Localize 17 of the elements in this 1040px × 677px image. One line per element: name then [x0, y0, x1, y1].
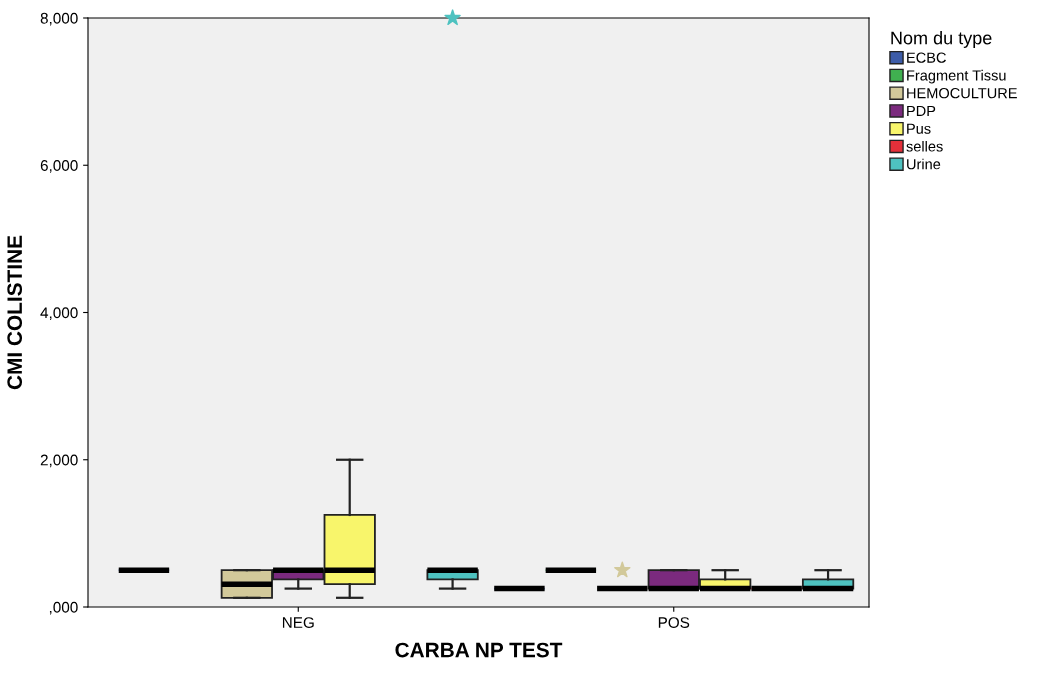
legend-label: ECBC: [907, 52, 946, 63]
y-axis-title: CMI COLISTINE: [7, 235, 23, 390]
y-tick-label: ,000: [49, 601, 78, 615]
x-axis-title: CARBA NP TEST: [395, 642, 563, 658]
legend-label: Fragment Tissu: [907, 69, 1006, 84]
x-tick-label: NEG: [282, 617, 314, 628]
legend-label: Urine: [907, 158, 941, 170]
legend-label: HEMOCULTURE: [907, 88, 1017, 99]
y-tick-label: 4,000: [40, 307, 78, 320]
y-tick-label: 6,000: [40, 160, 78, 173]
legend-label: Pus: [907, 123, 931, 134]
x-tick-label: POS: [658, 617, 690, 628]
legend-title: Nom du type: [891, 31, 992, 48]
y-tick-label: 2,000: [40, 454, 78, 468]
y-tick-label: 8,000: [40, 12, 78, 26]
legend-label: PDP: [907, 105, 936, 116]
legend-label: selles: [906, 140, 943, 152]
